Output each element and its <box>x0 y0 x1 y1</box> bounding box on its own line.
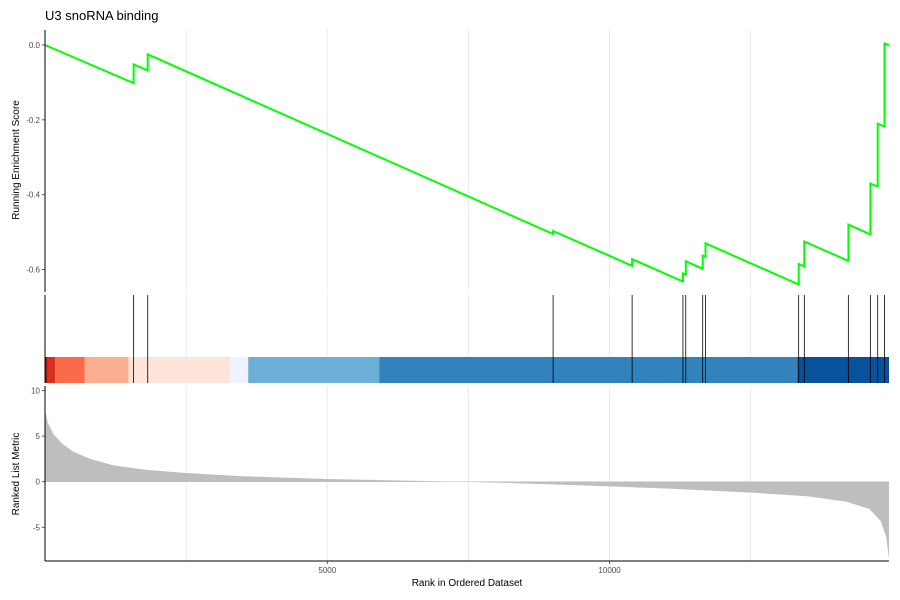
x-axis-label: Rank in Ordered Dataset <box>412 578 523 589</box>
color-segment <box>230 357 249 383</box>
ranked-metric-area <box>45 410 889 560</box>
color-segment <box>128 357 231 383</box>
color-segment <box>248 357 380 383</box>
chart-title: U3 snoRNA binding <box>45 8 159 23</box>
es-y-tick-label: -0.6 <box>26 266 40 275</box>
grid-layer <box>185 30 752 561</box>
color-segment <box>55 357 85 383</box>
es-y-tick-label: -0.2 <box>26 116 40 125</box>
metric-y-tick-label: 0 <box>36 478 41 487</box>
metric-y-tick-label: 5 <box>36 432 41 441</box>
hit-lines <box>133 295 885 383</box>
axis-layer: 0.0 -0.2 -0.4 -0.6 10 5 0 -5 5000 10000 <box>26 30 889 575</box>
x-tick-label: 10000 <box>598 566 621 575</box>
x-tick-label: 5000 <box>318 566 336 575</box>
metric-y-tick-label: -5 <box>33 523 41 532</box>
metric-area <box>45 410 889 560</box>
es-y-tick-label: -0.4 <box>26 191 40 200</box>
es-y-tick-label: 0.0 <box>29 41 41 50</box>
color-segment <box>797 357 889 383</box>
color-segment <box>47 357 56 383</box>
metric-axis-label: Ranked List Metric <box>11 433 22 516</box>
color-segment <box>379 357 798 383</box>
enrichment-score-layer <box>44 42 890 287</box>
color-segment <box>45 357 48 383</box>
enrichment-score-line <box>44 42 890 287</box>
rank-color-bar <box>45 357 889 383</box>
color-segment <box>84 357 129 383</box>
es-axis-label: Running Enrichment Score <box>11 100 22 220</box>
metric-y-tick-label: 10 <box>31 387 40 396</box>
